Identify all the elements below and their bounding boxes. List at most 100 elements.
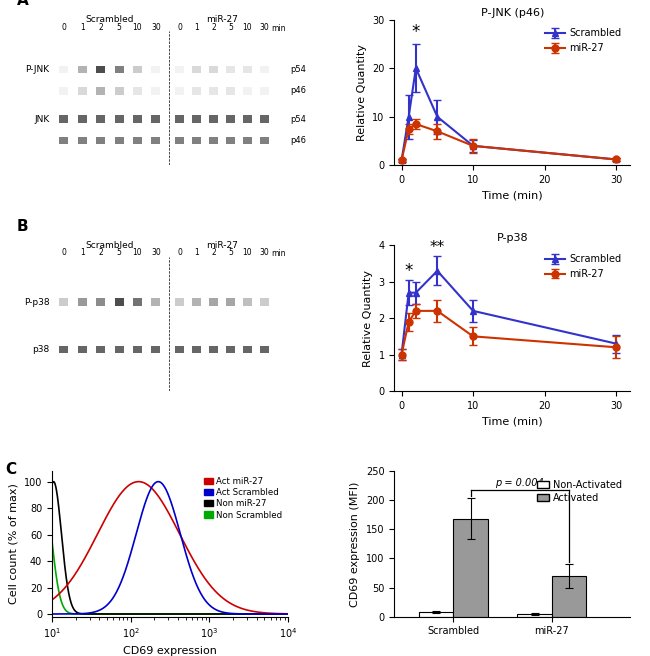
Bar — [192, 66, 201, 73]
Bar — [192, 136, 201, 144]
Text: 5: 5 — [116, 22, 122, 31]
Text: 30: 30 — [259, 248, 269, 257]
Text: 30: 30 — [259, 22, 269, 31]
Legend: Non-Activated, Activated: Non-Activated, Activated — [533, 476, 626, 506]
Text: 1: 1 — [80, 22, 84, 31]
Bar — [151, 298, 161, 306]
Text: 30: 30 — [151, 248, 161, 257]
Text: 0: 0 — [61, 248, 66, 257]
Bar — [151, 115, 161, 123]
Bar — [226, 136, 235, 144]
Text: p38: p38 — [32, 345, 49, 354]
Bar — [517, 614, 552, 617]
Text: min: min — [271, 249, 286, 258]
Bar — [175, 115, 184, 123]
Bar — [78, 115, 86, 123]
Text: p46: p46 — [291, 136, 307, 145]
Legend: Scrambled, miR-27: Scrambled, miR-27 — [541, 24, 626, 57]
Bar — [151, 66, 161, 73]
Title: P-p38: P-p38 — [497, 233, 528, 243]
Text: p54: p54 — [291, 115, 306, 123]
Bar — [260, 66, 269, 73]
Bar — [192, 115, 201, 123]
Text: miR-27: miR-27 — [206, 15, 238, 24]
Y-axis label: Relative Quantity: Relative Quantity — [363, 270, 373, 367]
Bar — [209, 87, 218, 94]
Bar — [151, 136, 161, 144]
Text: 2: 2 — [98, 22, 103, 31]
Text: p54: p54 — [291, 65, 306, 74]
Y-axis label: Cell count (% of max): Cell count (% of max) — [8, 483, 18, 604]
Bar — [243, 346, 252, 354]
Bar — [226, 87, 235, 94]
Bar — [133, 136, 142, 144]
Bar — [96, 136, 105, 144]
Bar — [78, 298, 86, 306]
Text: p46: p46 — [291, 86, 307, 95]
X-axis label: Time (min): Time (min) — [482, 190, 543, 201]
Text: *: * — [411, 23, 420, 41]
Bar — [59, 66, 68, 73]
Bar — [175, 136, 184, 144]
Text: Scrambled: Scrambled — [86, 241, 134, 250]
Text: miR-27: miR-27 — [206, 241, 238, 250]
Bar — [243, 136, 252, 144]
Bar — [243, 115, 252, 123]
Bar — [59, 115, 68, 123]
Bar — [243, 66, 252, 73]
Text: A: A — [17, 0, 29, 9]
Bar — [226, 115, 235, 123]
Bar — [59, 298, 68, 306]
Bar — [59, 87, 68, 94]
Text: P-p38: P-p38 — [24, 298, 49, 306]
Bar — [260, 298, 269, 306]
Bar — [226, 346, 235, 354]
Bar — [175, 66, 184, 73]
Bar — [133, 346, 142, 354]
Y-axis label: Relative Quantity: Relative Quantity — [357, 44, 367, 141]
Bar — [175, 346, 184, 354]
Bar — [260, 136, 269, 144]
Text: 30: 30 — [151, 22, 161, 31]
Text: 0: 0 — [177, 248, 182, 257]
Bar — [96, 115, 105, 123]
Text: P-JNK: P-JNK — [25, 65, 49, 74]
Bar — [151, 87, 161, 94]
Y-axis label: CD69 expression (MFI): CD69 expression (MFI) — [350, 481, 361, 607]
Bar — [96, 87, 105, 94]
Text: 2: 2 — [211, 22, 216, 31]
Bar — [175, 298, 184, 306]
Bar — [260, 115, 269, 123]
Bar — [114, 136, 124, 144]
Bar — [78, 346, 86, 354]
Bar — [209, 66, 218, 73]
Text: **: ** — [430, 240, 445, 255]
Text: 10: 10 — [242, 22, 252, 31]
Text: 10: 10 — [242, 248, 252, 257]
Text: Scrambled: Scrambled — [86, 15, 134, 24]
Bar — [454, 519, 488, 617]
Text: 10: 10 — [133, 22, 142, 31]
Text: 5: 5 — [228, 248, 233, 257]
Bar — [226, 66, 235, 73]
Text: 0: 0 — [61, 22, 66, 31]
Bar — [78, 66, 86, 73]
Text: 0: 0 — [177, 22, 182, 31]
Text: 2: 2 — [98, 248, 103, 257]
Bar — [243, 87, 252, 94]
Bar — [114, 298, 124, 306]
X-axis label: Time (min): Time (min) — [482, 417, 543, 426]
Bar — [96, 66, 105, 73]
Bar — [96, 298, 105, 306]
Bar — [260, 87, 269, 94]
Bar — [209, 136, 218, 144]
Text: 1: 1 — [194, 22, 199, 31]
Text: *: * — [404, 262, 413, 280]
Title: P-JNK (p46): P-JNK (p46) — [481, 7, 544, 18]
Bar — [151, 346, 161, 354]
Text: JNK: JNK — [34, 115, 49, 123]
Text: p = 0.004: p = 0.004 — [495, 478, 544, 488]
Bar — [192, 346, 201, 354]
Legend: Act miR-27, Act Scrambled, Non miR-27, Non Scrambled: Act miR-27, Act Scrambled, Non miR-27, N… — [202, 476, 284, 522]
Text: min: min — [271, 24, 286, 33]
